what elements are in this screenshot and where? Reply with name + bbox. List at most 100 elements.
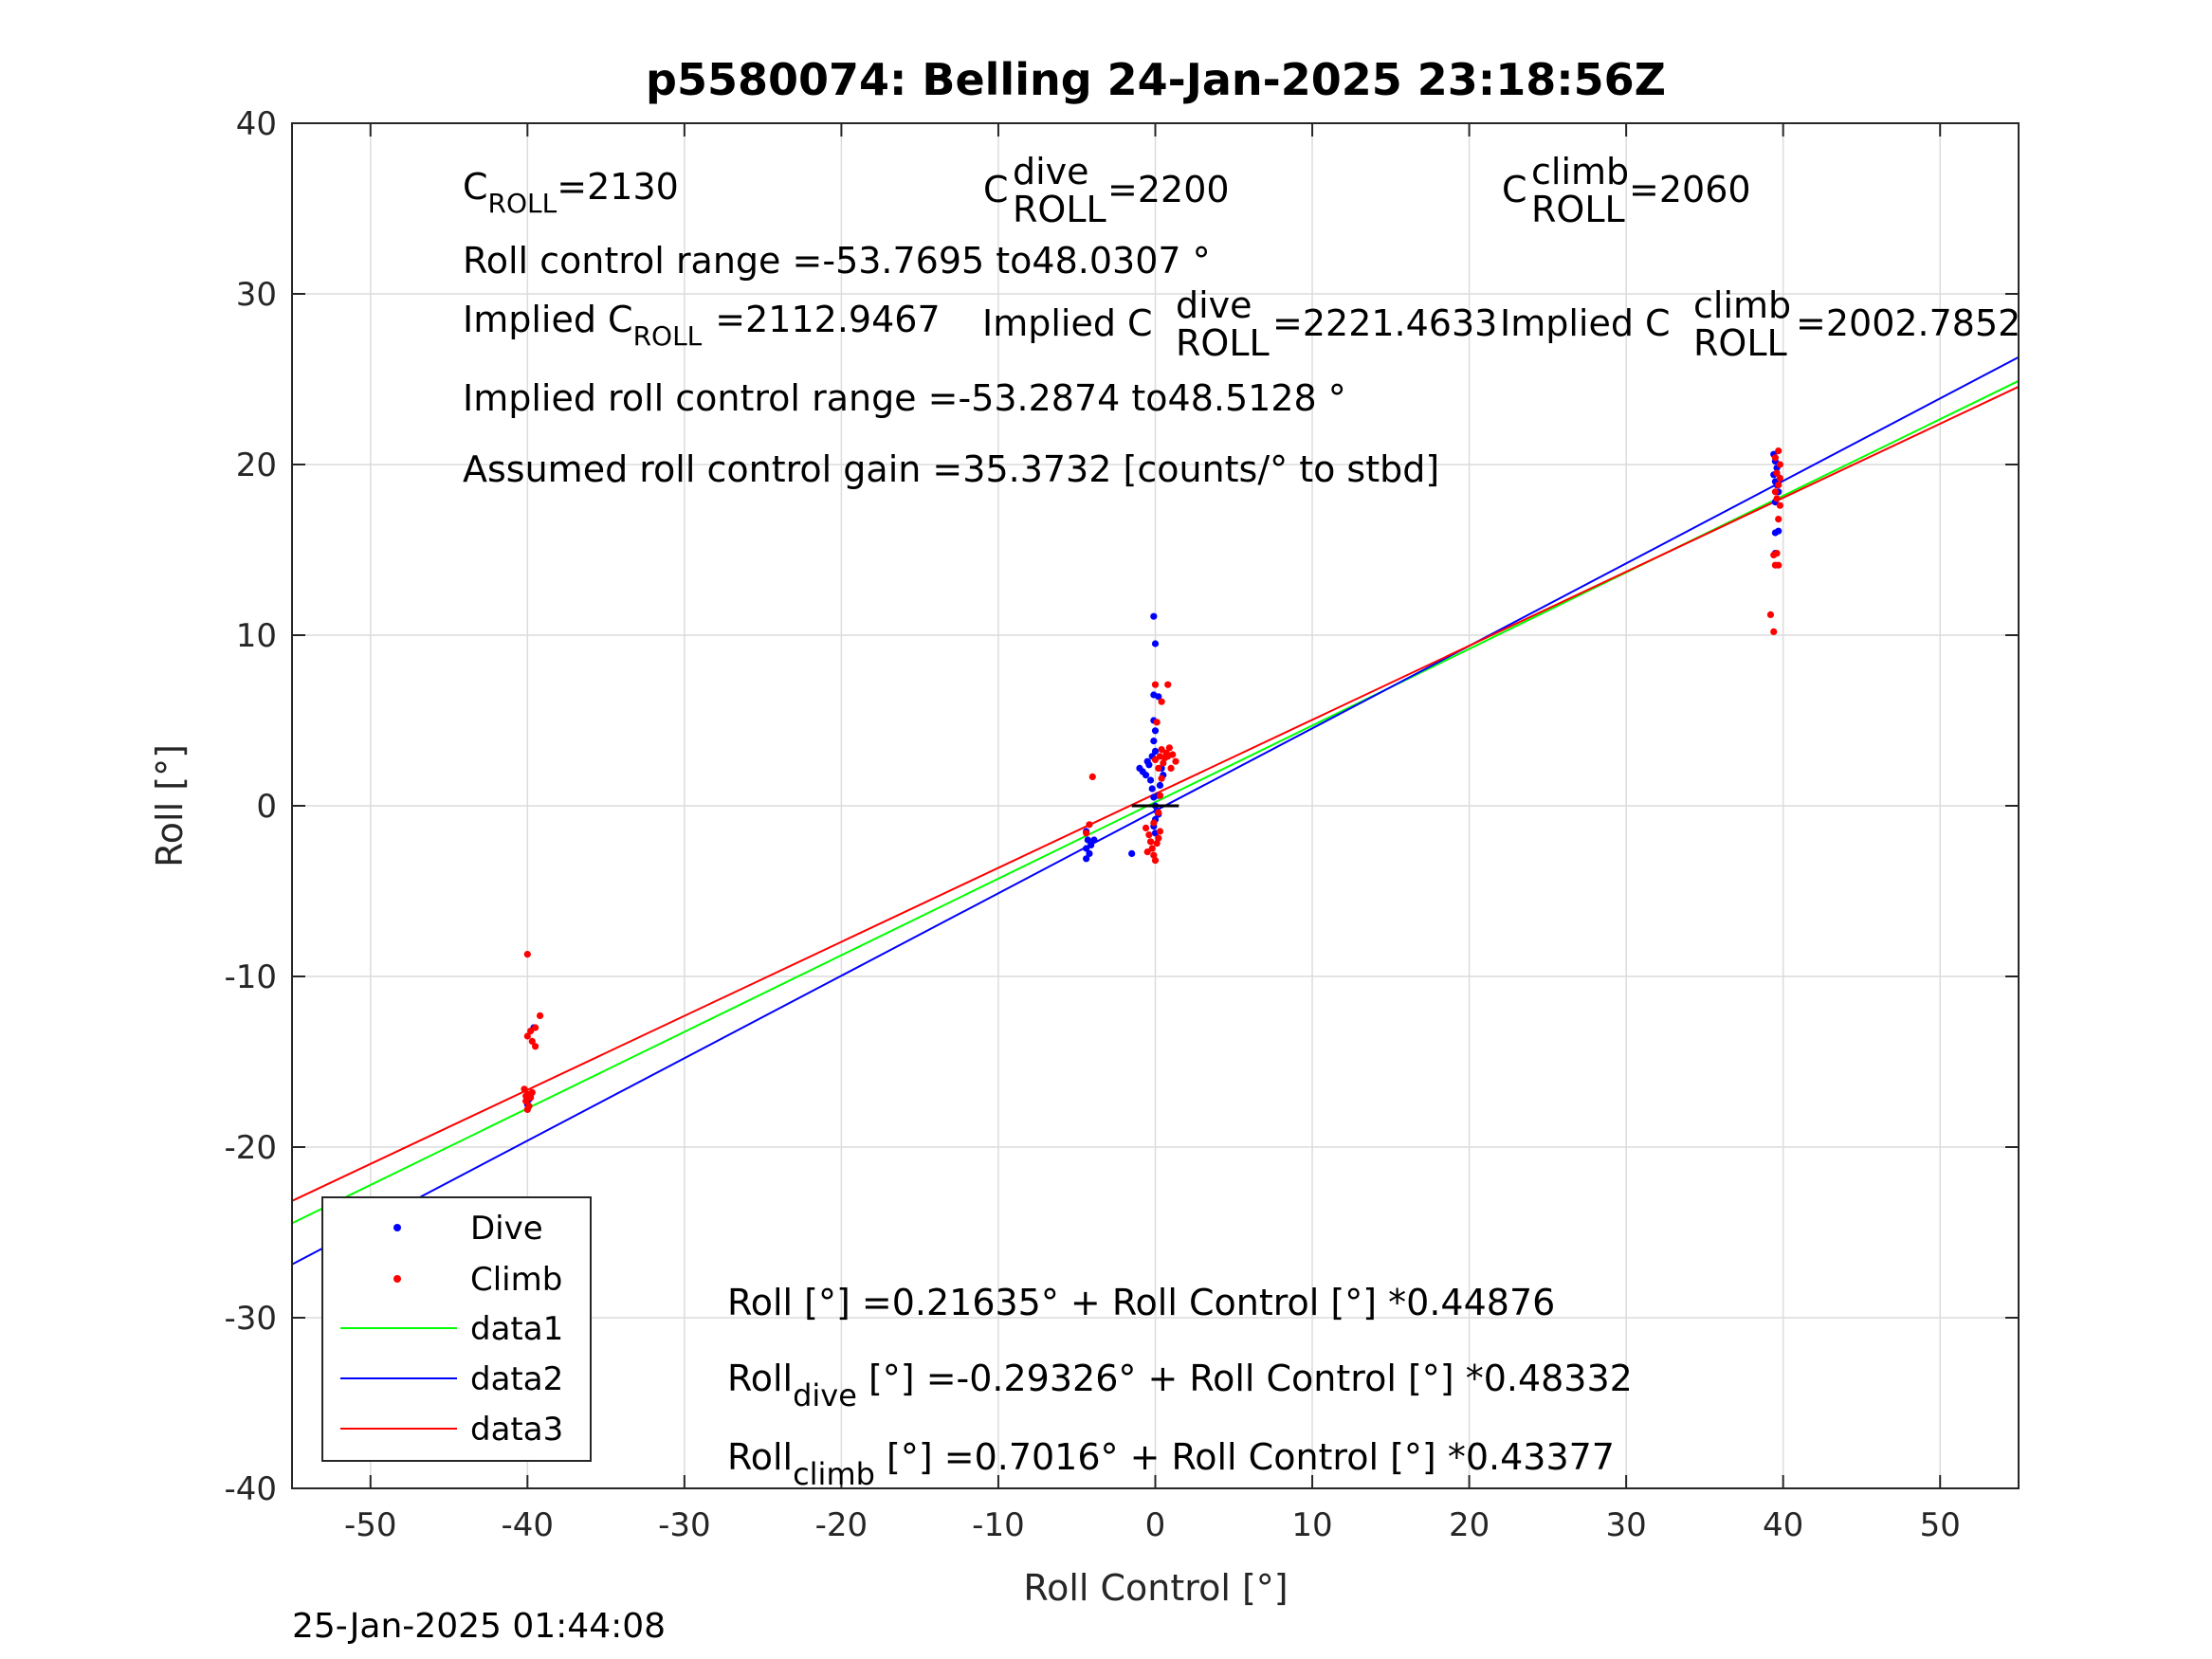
climb-point <box>1158 698 1165 705</box>
climb-point <box>1766 611 1775 619</box>
svg-text:ROLL: ROLL <box>1531 189 1625 230</box>
svg-text:climb: climb <box>1693 284 1791 326</box>
gain-text: Assumed roll control gain =35.3732 [coun… <box>463 448 1439 490</box>
implied-range-text: Implied roll control range =-53.2874 to4… <box>463 377 1346 419</box>
x-tick-label: 20 <box>1449 1506 1490 1544</box>
c-dive-label: C dive ROLL =2200 <box>983 151 1230 230</box>
legend-label-data3: data3 <box>470 1411 563 1449</box>
climb-point <box>1155 809 1162 816</box>
dive-point <box>1151 747 1160 756</box>
svg-text:=2002.7852: =2002.7852 <box>1796 302 2020 344</box>
climb-point <box>1151 857 1160 865</box>
dive-point <box>1083 845 1090 852</box>
dive-point <box>1088 841 1095 849</box>
climb-point <box>527 1028 535 1035</box>
x-tick-label: -30 <box>658 1506 711 1544</box>
climb-point <box>1164 753 1172 760</box>
climb-point <box>1156 828 1164 835</box>
plot-frame <box>291 122 2020 1489</box>
chart-title: p5580074: Belling 24-Jan-2025 23:18:56Z <box>646 54 1666 105</box>
dive-point <box>1151 640 1160 647</box>
climb-point <box>1146 838 1155 846</box>
climb-point <box>1158 746 1165 754</box>
climb-point <box>1776 474 1783 482</box>
climb-point <box>522 1097 530 1104</box>
data-points <box>521 447 1783 1113</box>
legend-marker-climb <box>393 1275 401 1283</box>
x-axis-label: Roll Control [°] <box>1023 1567 1288 1609</box>
y-tick-label: 0 <box>256 788 277 826</box>
climb-point <box>1156 753 1164 760</box>
climb-point <box>1153 719 1161 726</box>
climb-point <box>1156 792 1164 799</box>
climb-point <box>528 1037 536 1045</box>
dive-point <box>1150 738 1158 745</box>
svg-text:Implied C: Implied C <box>1500 302 1671 344</box>
dive-point <box>1156 781 1164 790</box>
climb-point <box>1771 454 1780 462</box>
climb-point <box>1155 764 1162 773</box>
legend-marker-dive <box>393 1224 401 1231</box>
implied-c-climb-label: Implied C climb ROLL =2002.7852 <box>1500 284 2020 364</box>
climb-point <box>1150 819 1158 827</box>
x-tick-label: -40 <box>502 1506 555 1544</box>
climb-point <box>522 1092 530 1100</box>
climb-point <box>523 951 531 958</box>
climb-point <box>1142 824 1150 832</box>
svg-text:=2060: =2060 <box>1629 169 1751 210</box>
climb-point <box>536 1012 544 1019</box>
implied-c-roll-label: Implied CROLL =2112.9467 <box>463 299 941 352</box>
svg-text:ROLL: ROLL <box>1013 189 1106 230</box>
climb-point <box>1150 851 1158 859</box>
svg-text:climb: climb <box>1531 151 1629 192</box>
climb-point <box>1775 516 1782 523</box>
climb-point <box>1164 681 1172 688</box>
c-climb-label: C climb ROLL =2060 <box>1502 151 1751 230</box>
legend-label-data1: data1 <box>470 1310 563 1348</box>
x-tick-label: 30 <box>1606 1506 1647 1544</box>
climb-point <box>1775 447 1782 455</box>
dive-point <box>1150 612 1158 620</box>
dive-point <box>1083 855 1090 863</box>
y-tick-label: 20 <box>236 447 277 484</box>
climb-point <box>1770 628 1778 636</box>
implied-c-dive-label: Implied C dive ROLL =2221.4633 <box>982 284 1497 364</box>
climb-point <box>1155 834 1162 842</box>
svg-text:=2200: =2200 <box>1107 169 1230 210</box>
climb-point <box>523 1032 531 1040</box>
svg-text:C: C <box>1502 169 1527 210</box>
climb-point <box>1158 775 1165 782</box>
x-tick-label: 0 <box>1145 1506 1166 1544</box>
legend-label-data2: data2 <box>470 1360 563 1398</box>
climb-point <box>1145 831 1153 839</box>
legend-label-climb: Climb <box>470 1261 562 1299</box>
svg-text:dive: dive <box>1176 284 1252 326</box>
c-roll-label: CROLL=2130 <box>463 166 679 219</box>
equation-climb: Rollclimb [°] =0.7016° + Roll Control [°… <box>727 1436 1615 1492</box>
climb-point <box>1775 561 1782 569</box>
climb-point <box>1172 757 1179 765</box>
climb-point <box>1088 773 1096 781</box>
dive-point <box>1090 836 1098 844</box>
climb-point <box>1167 764 1175 773</box>
x-tick-label: -10 <box>972 1506 1025 1544</box>
climb-point <box>1773 550 1781 557</box>
climb-point <box>1086 821 1093 829</box>
fit-line-data3 <box>291 386 2020 1202</box>
climb-point <box>1143 848 1151 856</box>
svg-text:Implied C: Implied C <box>982 302 1153 344</box>
dive-point <box>1084 836 1091 844</box>
x-tick-label: -50 <box>344 1506 397 1544</box>
equation-dive: Rolldive [°] =-0.29326° + Roll Control [… <box>727 1358 1633 1413</box>
y-tick-label: -10 <box>224 958 277 996</box>
climb-point <box>1151 756 1160 764</box>
y-tick-label: 40 <box>236 105 277 143</box>
equation-all: Roll [°] =0.21635° + Roll Control [°] *0… <box>727 1282 1555 1323</box>
svg-text:=2221.4633: =2221.4633 <box>1272 302 1497 344</box>
roll-control-range-text: Roll control range =-53.7695 to48.0307 ° <box>463 240 1211 282</box>
y-tick-label: -40 <box>224 1470 277 1508</box>
axis-ticks: -50 -40 -30 -20 -10 0 10 20 30 40 50 -40 -30 -20 -10 0 1… <box>224 105 2019 1544</box>
svg-text:ROLL: ROLL <box>1176 322 1270 364</box>
dive-point <box>1146 776 1155 784</box>
